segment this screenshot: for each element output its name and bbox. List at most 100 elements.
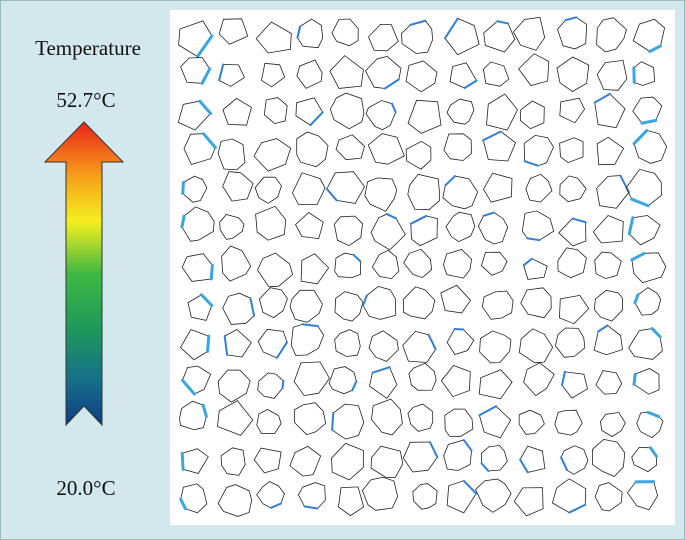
grain <box>329 92 365 130</box>
grain <box>294 211 324 240</box>
grain <box>368 330 399 362</box>
grain <box>177 100 212 131</box>
grain <box>401 20 434 54</box>
grain <box>362 285 397 320</box>
grain <box>407 173 440 211</box>
grain <box>402 286 436 320</box>
grain <box>486 93 518 131</box>
heat-spot <box>480 462 490 472</box>
grain <box>444 408 474 437</box>
grain <box>180 483 208 514</box>
grain <box>636 411 664 439</box>
grain <box>255 205 287 241</box>
grain <box>368 23 399 52</box>
heat-spot <box>632 372 637 386</box>
grain <box>480 251 508 276</box>
grain <box>254 176 282 204</box>
heat-spot <box>281 379 285 390</box>
heat-spot <box>179 497 187 511</box>
grain <box>594 482 623 512</box>
grain <box>365 100 397 131</box>
grain <box>557 247 587 279</box>
heat-spot <box>496 20 510 25</box>
grain <box>258 287 288 319</box>
grain <box>289 445 322 477</box>
grain <box>217 400 254 436</box>
grain <box>482 61 510 87</box>
heat-spot <box>209 263 214 281</box>
grain <box>361 476 399 511</box>
grain <box>256 409 282 434</box>
grain <box>407 403 434 432</box>
heat-spot <box>640 118 658 125</box>
heat-spot <box>409 214 428 225</box>
grain <box>289 289 323 323</box>
grain <box>599 412 626 438</box>
grain <box>217 369 251 403</box>
heat-spot <box>303 505 319 510</box>
grain <box>334 291 364 322</box>
heat-spot <box>351 380 358 392</box>
grain <box>558 218 587 247</box>
grain <box>483 172 513 203</box>
grain <box>520 100 545 130</box>
grain <box>364 177 398 212</box>
grain <box>512 16 546 51</box>
grain <box>296 59 323 89</box>
heat-spot <box>223 335 229 356</box>
grain <box>329 55 364 89</box>
heat-spot <box>444 17 459 40</box>
grain <box>520 287 552 319</box>
grain <box>631 252 667 284</box>
grain <box>367 133 405 165</box>
grain <box>559 97 586 124</box>
grain <box>257 372 284 399</box>
heat-spot <box>632 128 649 146</box>
heat-spot <box>523 160 539 167</box>
grain <box>445 211 476 243</box>
grain <box>556 56 590 92</box>
heat-spot <box>352 253 362 263</box>
heat-spot <box>560 456 569 472</box>
heat-spot <box>646 410 661 419</box>
heat-spot <box>200 67 212 85</box>
grain <box>628 328 663 360</box>
grain <box>335 134 365 161</box>
grain <box>221 245 252 282</box>
grain <box>403 248 433 279</box>
grain <box>523 258 548 280</box>
heat-spot <box>427 333 437 351</box>
grain <box>291 172 326 205</box>
grain <box>253 138 292 172</box>
heat-spot <box>301 323 319 328</box>
heat-spot <box>519 458 529 474</box>
grain <box>293 361 330 397</box>
grain <box>558 294 590 325</box>
grain <box>559 175 587 203</box>
heat-spot <box>522 257 534 267</box>
grain <box>518 409 545 435</box>
grain <box>479 330 512 364</box>
grain <box>523 362 555 397</box>
grain <box>333 215 363 247</box>
grain <box>407 99 442 134</box>
grain <box>625 168 662 207</box>
heat-spot <box>270 502 282 509</box>
heat-spot <box>526 237 541 242</box>
grain <box>222 171 254 202</box>
heat-spot <box>428 441 439 459</box>
heat-spot <box>198 99 213 116</box>
heat-spot <box>482 130 502 142</box>
grain <box>557 16 588 50</box>
grain <box>220 447 246 476</box>
heat-spot <box>453 327 465 331</box>
grain <box>596 136 625 166</box>
legend-min: 20.0°C <box>56 476 115 500</box>
grain <box>560 445 589 475</box>
heat-spot <box>331 412 335 431</box>
grain <box>596 59 628 91</box>
grain <box>370 445 404 478</box>
heat-spot <box>201 403 208 418</box>
heat-spot <box>597 324 609 333</box>
grain <box>218 63 246 87</box>
